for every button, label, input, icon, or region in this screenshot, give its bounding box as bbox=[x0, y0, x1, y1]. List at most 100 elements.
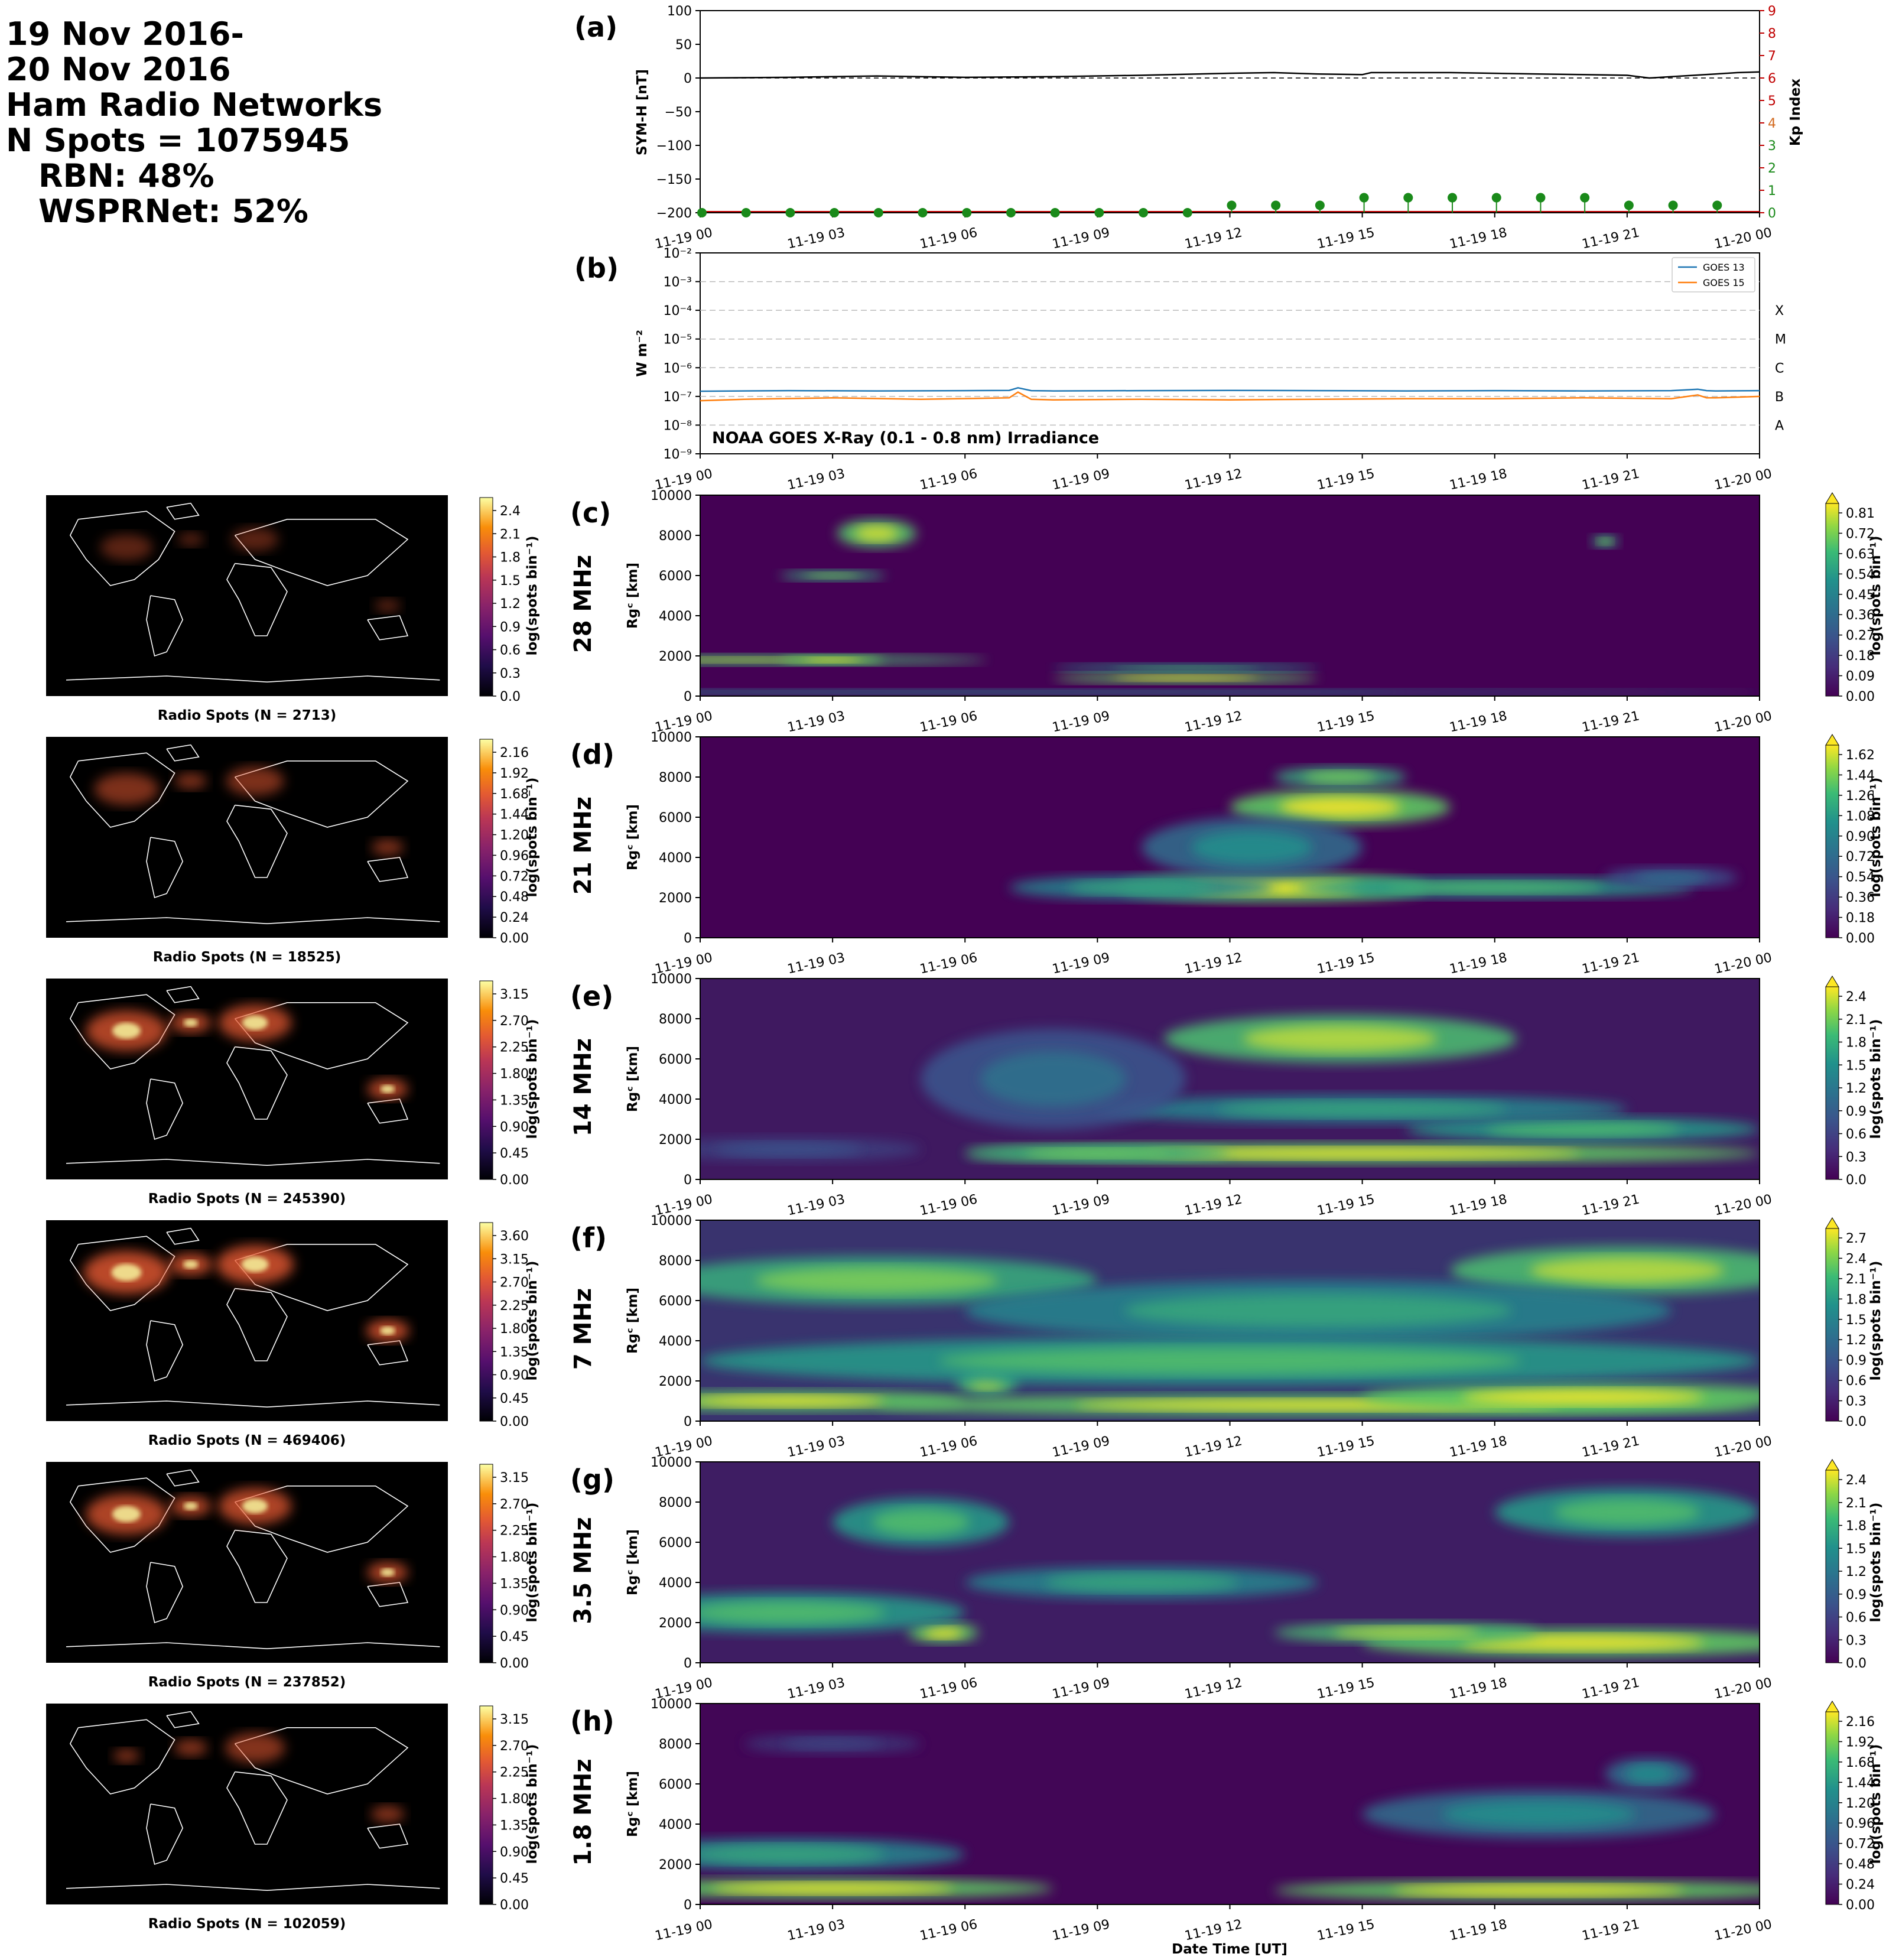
header-line-3: Ham Radio Networks bbox=[6, 86, 382, 123]
kp-y-tick-label: 1 bbox=[1768, 184, 1776, 199]
band-row: Radio Spots (N = 2713) 2.4 2.1 1.8 1.5 1.2 0.9… bbox=[46, 489, 1884, 735]
spot-map bbox=[46, 1220, 448, 1421]
x-tick-label: 11-19 06 bbox=[919, 950, 979, 977]
x-tick-label: 11-19 15 bbox=[1316, 466, 1376, 493]
rti-colorbar-tick-label: 0.6 bbox=[1846, 1611, 1867, 1626]
x-tick-label: 11-19 03 bbox=[786, 1434, 846, 1460]
kp-point bbox=[741, 208, 751, 217]
rti-y-tick-label: 0 bbox=[684, 1173, 692, 1188]
x-tick-label: 11-19 12 bbox=[1183, 225, 1244, 252]
panel-letter: (f) bbox=[570, 1222, 607, 1254]
x-tick-label: 11-19 09 bbox=[1051, 708, 1111, 735]
legend-label-goes13: GOES 13 bbox=[1703, 262, 1745, 273]
panel-letter: (g) bbox=[570, 1464, 614, 1496]
figure-header: 19 Nov 2016- 20 Nov 2016 Ham Radio Netwo… bbox=[6, 15, 382, 230]
rti-density-core bbox=[1243, 1025, 1438, 1052]
kp-point bbox=[1580, 193, 1590, 203]
x-tick-label: 11-20 00 bbox=[1713, 1192, 1773, 1218]
map-colorbar-tick-label: 1.80 bbox=[500, 1792, 529, 1807]
x-tick-label: 11-19 18 bbox=[1448, 1434, 1508, 1460]
rti-density-core bbox=[1442, 1800, 1636, 1828]
rti-density-core bbox=[1113, 675, 1259, 681]
x-tick-label: 11-20 00 bbox=[1713, 1675, 1773, 1702]
x-tick-label: 11-19 09 bbox=[1051, 1917, 1111, 1943]
spot-density bbox=[100, 534, 153, 561]
map-colorbar-tick-label: 1.20 bbox=[500, 828, 529, 843]
map-colorbar-tick-label: 1.35 bbox=[500, 1345, 529, 1360]
spot-density-core bbox=[380, 1326, 395, 1335]
kp-y-tick-label: 7 bbox=[1768, 49, 1776, 64]
band-label: 7 MHz bbox=[570, 1288, 597, 1370]
rti-y-tick-label: 8000 bbox=[659, 771, 692, 785]
rti-ylabel: Rɡᶜ [km] bbox=[625, 1288, 640, 1354]
rti-colorbar-tick-label: 2.16 bbox=[1846, 1715, 1875, 1730]
x-tick-label: 11-19 09 bbox=[1051, 225, 1111, 252]
map-colorbar-tick-label: 1.68 bbox=[500, 787, 529, 802]
map-colorbar-tick-label: 0.00 bbox=[500, 1898, 529, 1913]
rti-colorbar-tick-label: 0.90 bbox=[1846, 830, 1875, 844]
kp-point bbox=[785, 208, 795, 217]
rti-y-tick-label: 0 bbox=[684, 690, 692, 704]
rti-colorbar-tick-label: 2.4 bbox=[1846, 1473, 1867, 1488]
x-tick-label: 11-19 03 bbox=[786, 708, 846, 735]
panel-letter-b: (b) bbox=[574, 252, 619, 284]
rti-colorbar-tick-label: 0.18 bbox=[1846, 911, 1875, 926]
map-coastlines bbox=[66, 1469, 440, 1650]
x-tick-label: 11-19 12 bbox=[1183, 1675, 1244, 1702]
coastline bbox=[166, 502, 200, 520]
flare-class-label: B bbox=[1775, 390, 1784, 405]
x-tick-label: 11-19 12 bbox=[1183, 1917, 1244, 1943]
rti-y-tick-label: 2000 bbox=[659, 891, 692, 906]
band-label: 21 MHz bbox=[570, 797, 597, 895]
map-colorbar-tick-label: 0.90 bbox=[500, 1845, 529, 1860]
map-background bbox=[46, 495, 448, 696]
map-colorbar bbox=[479, 497, 493, 697]
kp-y-tick-label: 2 bbox=[1768, 161, 1776, 176]
panel-b-x-ticks: 11-19 00 11-19 03 11-19 06 11-19 09 11-19 12… bbox=[653, 454, 1773, 493]
rti-y-tick-label: 0 bbox=[684, 931, 692, 946]
rti-colorbar-tick-label: 1.62 bbox=[1846, 748, 1875, 763]
coastline bbox=[226, 1288, 288, 1361]
map-title: Radio Spots (N = 102059) bbox=[148, 1916, 346, 1932]
rti-colorbar-extend bbox=[1825, 1701, 1839, 1712]
x-tick-label: 11-19 12 bbox=[1183, 466, 1244, 493]
spot-density bbox=[371, 839, 404, 856]
rti-density-core bbox=[1625, 1765, 1674, 1783]
rti-density-core bbox=[980, 1051, 1126, 1107]
rti-y-tick-label: 10000 bbox=[651, 730, 692, 745]
flux-y-tick-label: 10⁻⁴ bbox=[664, 304, 692, 318]
map-colorbar-tick-label: 0.6 bbox=[500, 643, 521, 658]
band-row: Radio Spots (N = 102059) 3.15 2.70 2.25 1.80… bbox=[46, 1697, 1884, 1943]
kp-y-tick-label: 0 bbox=[1768, 206, 1776, 221]
x-tick-label: 11-19 21 bbox=[1581, 950, 1641, 977]
rti-density-core bbox=[803, 657, 862, 662]
rti-density-core bbox=[1461, 1389, 1705, 1405]
map-coastlines bbox=[66, 986, 440, 1166]
rti-colorbar-tick-label: 1.92 bbox=[1846, 1735, 1875, 1750]
x-tick-label: 11-19 21 bbox=[1581, 1434, 1641, 1460]
rti-colorbar-tick-label: 0.48 bbox=[1846, 1857, 1875, 1872]
header-line-1: 19 Nov 2016- bbox=[6, 15, 244, 53]
rti-heatmap bbox=[700, 495, 1760, 696]
x-tick-label: 11-19 18 bbox=[1448, 950, 1508, 977]
map-colorbar-tick-label: 1.35 bbox=[500, 1093, 529, 1108]
panel-a-ylabel-left: SYM-H [nT] bbox=[635, 69, 650, 155]
spot-density-core bbox=[242, 1499, 268, 1514]
map-title: Radio Spots (N = 237852) bbox=[148, 1675, 346, 1690]
coastline bbox=[146, 595, 184, 657]
rti-y-tick-label: 10000 bbox=[651, 1455, 692, 1470]
rti-density-core bbox=[1485, 1122, 1680, 1136]
map-title: Radio Spots (N = 18525) bbox=[153, 950, 342, 965]
x-tick-label: 11-19 12 bbox=[1183, 1192, 1244, 1218]
kp-point bbox=[1668, 200, 1678, 210]
kp-point bbox=[873, 208, 883, 217]
map-colorbar-tick-label: 2.25 bbox=[500, 1524, 529, 1539]
coastline bbox=[367, 1098, 409, 1124]
rti-colorbar-tick-label: 0.54 bbox=[1846, 567, 1875, 582]
rti-colorbar-extend bbox=[1825, 976, 1839, 987]
kp-point bbox=[1227, 200, 1237, 210]
spot-density-core bbox=[242, 1015, 268, 1031]
rti-colorbar-tick-label: 0.3 bbox=[1846, 1633, 1867, 1648]
rti-y-tick-label: 8000 bbox=[659, 1496, 692, 1510]
